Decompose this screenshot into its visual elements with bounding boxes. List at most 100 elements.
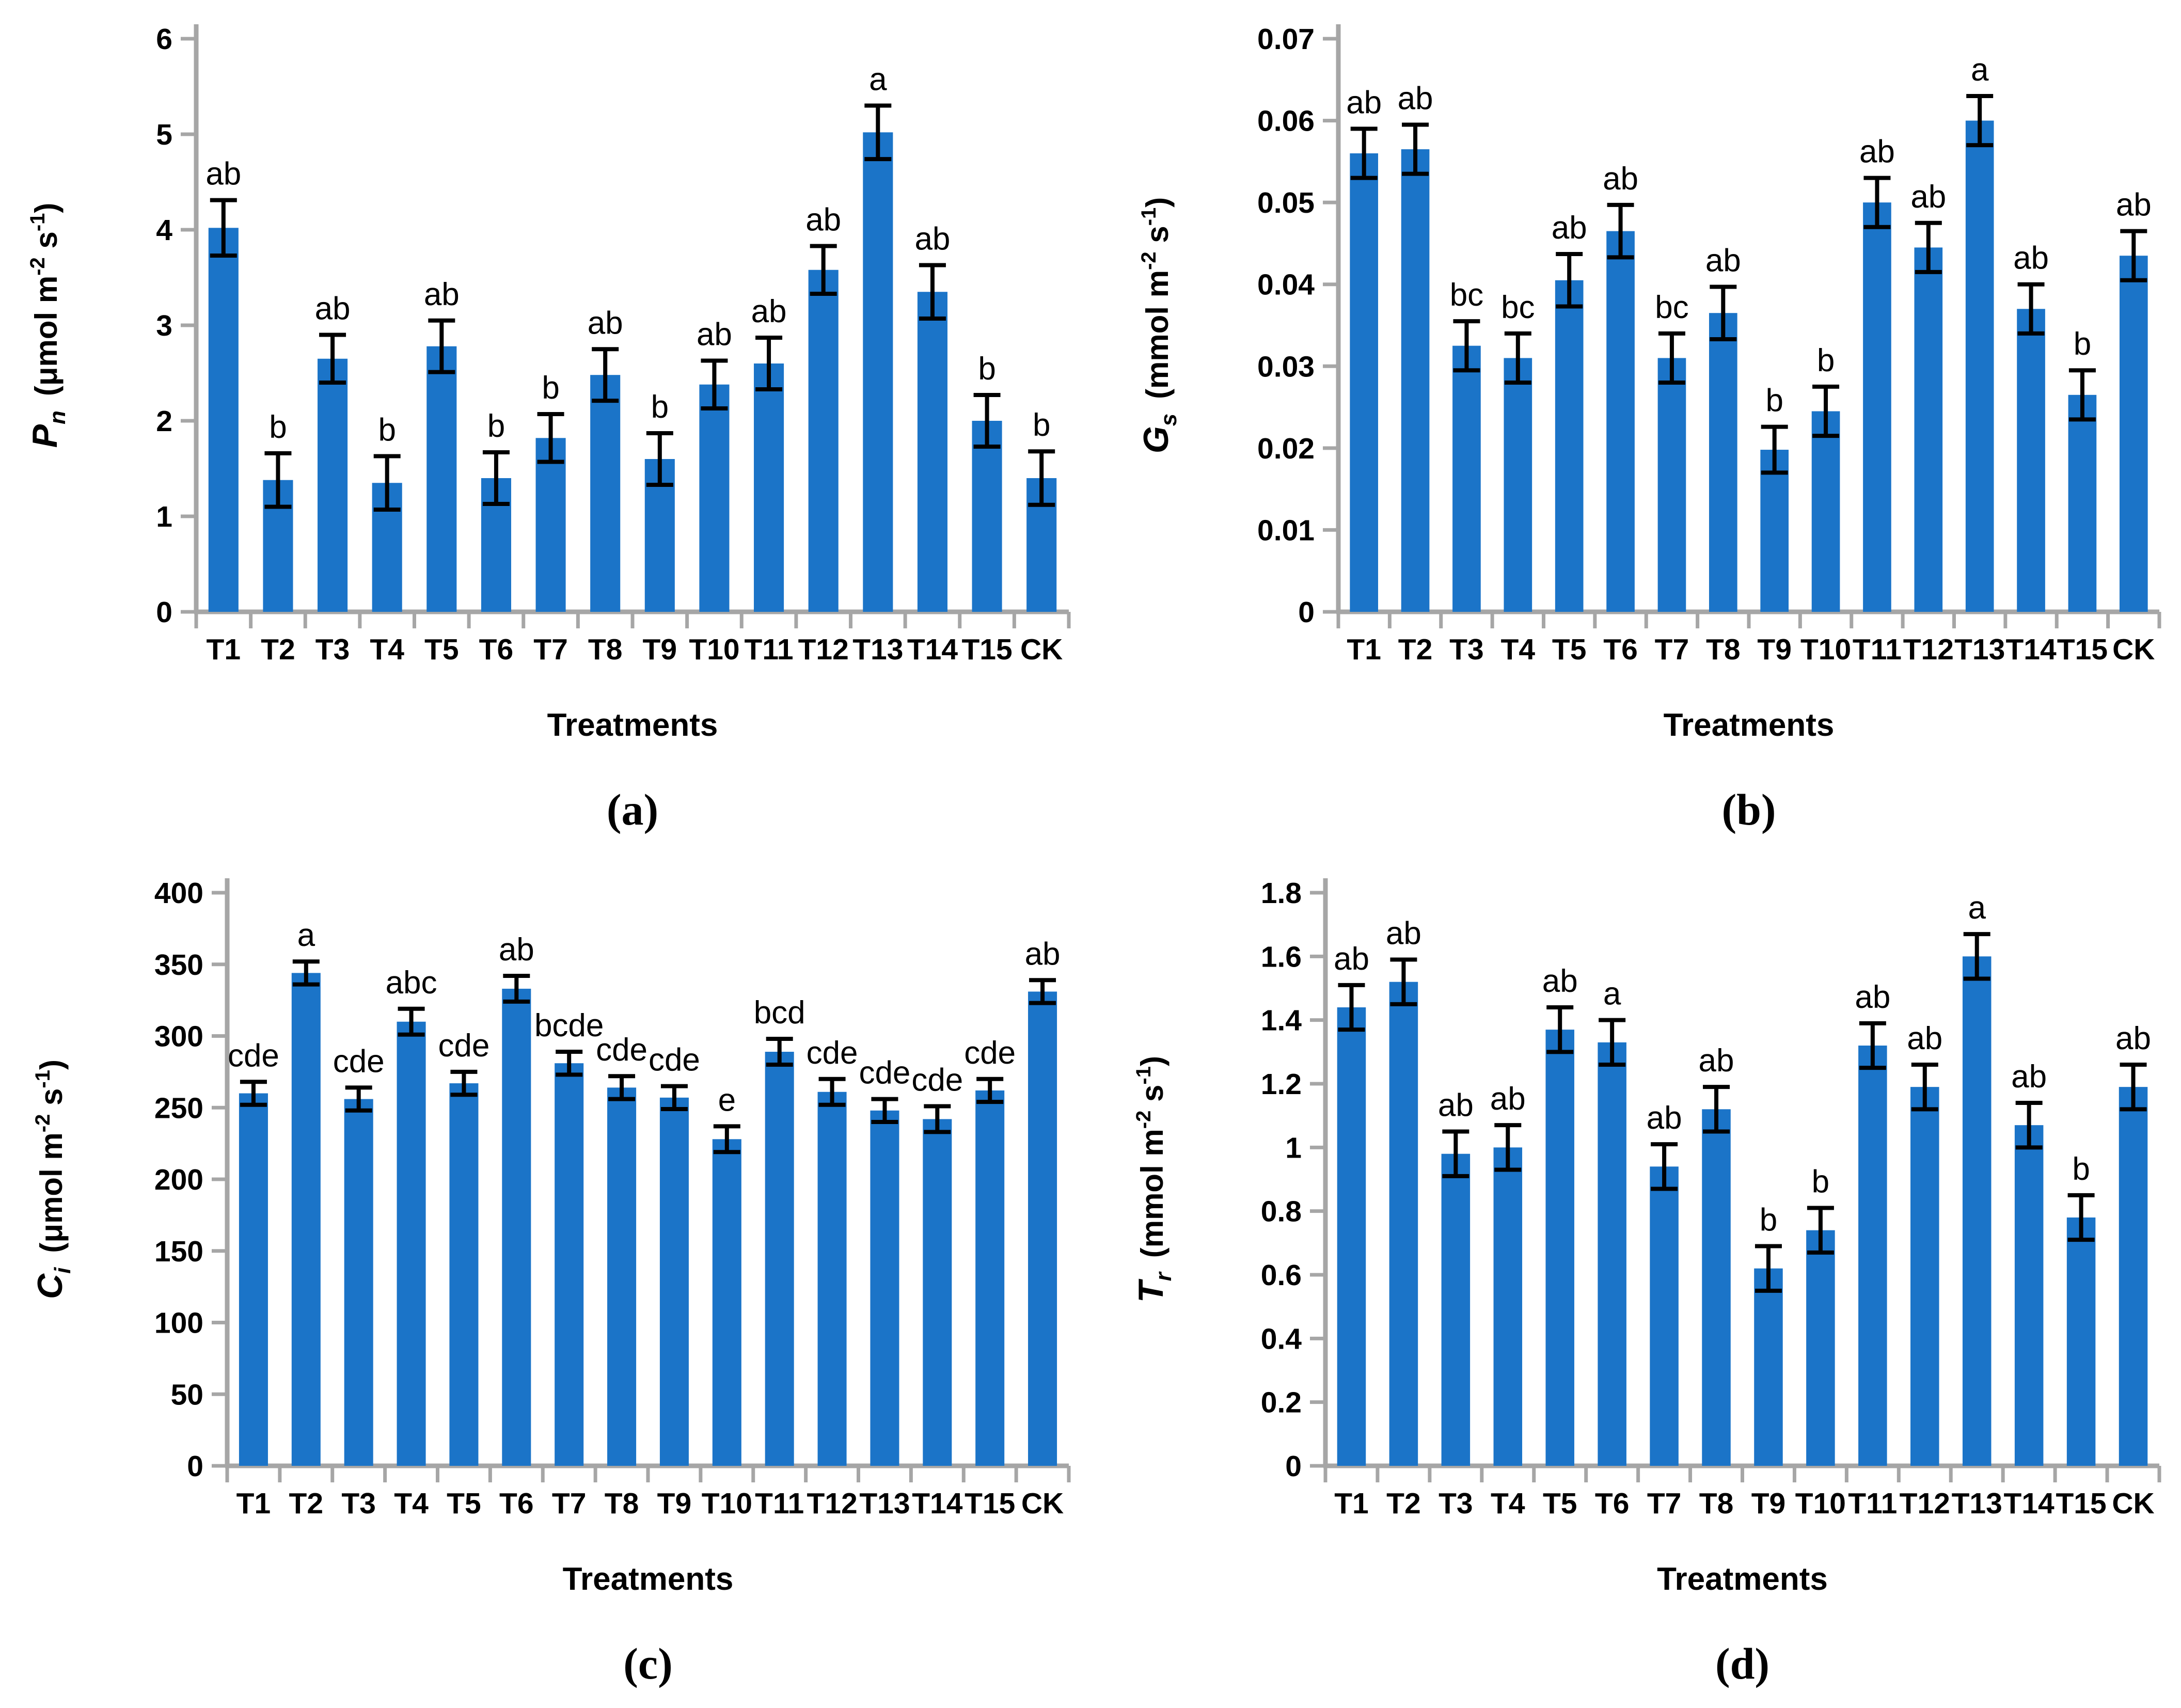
sig-label: b [1760,1203,1777,1238]
sig-label: ab [1386,916,1421,952]
sig-label: e [718,1082,736,1118]
y-axis-title: Pn(μmol m-2 s-1) [25,203,70,448]
panel-d: 0 0.2 0.4 0.6 0.8 1 1.2 1.4 1.6 1.8 ab T1 ab T2 ab T3 ab… [1090,854,2181,1708]
x-tick-label: T9 [1751,1487,1786,1520]
bar-T13 [1965,120,1994,612]
sig-label: bcd [754,995,805,1031]
bar-T11 [1863,202,1891,612]
x-tick-label: T2 [261,633,295,666]
x-tick-label: T5 [1543,1487,1577,1520]
x-tick-label: T1 [236,1487,271,1520]
bar-T10 [1806,1230,1835,1466]
sig-label: ab [914,221,950,257]
panel-caption: (c) [623,1639,672,1688]
x-tick-label: T15 [961,633,1012,666]
bar-T15 [2066,1217,2096,1466]
x-tick-label: T2 [1398,633,1433,666]
sig-label: b [651,389,669,425]
panel-caption: (b) [1721,785,1776,834]
sig-label: abc [386,965,437,1001]
sig-label: ab [1334,941,1369,977]
sig-label: ab [1647,1100,1682,1136]
y-tick-label: 3 [156,309,172,342]
x-tick-label: T12 [807,1487,857,1520]
sig-label: cde [649,1042,700,1078]
bar-T13 [1962,956,1992,1466]
sig-label: ab [1855,979,1890,1015]
y-tick-label: 100 [154,1307,203,1340]
y-tick-label: 6 [156,23,172,56]
x-tick-label: T4 [370,633,404,666]
x-tick-label: T1 [207,633,241,666]
y-tick-label: 0.01 [1257,514,1315,547]
y-tick-label: 1.4 [1261,1004,1302,1037]
bar-T4 [397,1021,426,1466]
y-tick-label: 0.06 [1257,105,1315,138]
sig-label: ab [2011,1059,2047,1095]
bar-T14 [917,292,947,612]
x-axis-title: Treatments [1657,1561,1828,1597]
x-tick-label: T10 [702,1487,752,1520]
bar-T7 [535,438,566,612]
bar-T6 [502,988,531,1466]
x-tick-label: T15 [2056,1487,2106,1520]
y-axis-title: Gs(mmol m-2 s-1) [1136,197,1181,454]
x-tick-label: T11 [745,633,794,666]
bar-T8 [590,375,621,612]
sig-label: b [1765,383,1783,419]
x-tick-label: T2 [289,1487,324,1520]
y-tick-label: 150 [154,1235,203,1268]
sig-label: ab [1398,81,1433,117]
panel-caption: (d) [1715,1639,1769,1688]
x-tick-label: T7 [552,1487,587,1520]
panel-a-chart-canvas: 0123456abT1bT2abT3bT4abT5bT6bT7abT8bT9ab… [25,23,1071,834]
y-tick-label: 0 [187,1450,203,1483]
x-tick-label: T7 [533,633,568,666]
y-tick-label: 0.03 [1257,350,1315,383]
x-tick-label: T13 [1952,1487,2002,1520]
bar-T8 [1702,1109,1731,1466]
x-tick-label: T15 [2057,633,2108,666]
sig-label: b [1033,407,1050,443]
x-tick-label: T6 [1595,1487,1630,1520]
x-tick-label: T10 [1800,633,1851,666]
sig-label: ab [499,932,534,968]
bar-T7 [1657,358,1686,612]
x-tick-label: T11 [1848,1487,1897,1520]
sig-label: ab [424,277,460,312]
bar-T12 [1910,1087,1939,1466]
x-tick-label: T7 [1647,1487,1682,1520]
x-tick-label: T4 [394,1487,429,1520]
y-tick-label: 0.05 [1257,186,1315,219]
sig-label: ab [697,317,732,352]
x-tick-label: T8 [588,633,623,666]
bar-T2 [291,973,321,1466]
bar-T7 [1650,1166,1679,1466]
y-tick-label: 0 [1298,596,1315,629]
x-tick-label: T12 [798,633,849,666]
bar-T14 [2017,309,2045,612]
x-tick-label: T8 [1699,1487,1734,1520]
x-tick-label: T2 [1386,1487,1421,1520]
y-tick-label: 400 [154,877,203,910]
bar-CK [2119,256,2148,612]
panel-c-chart-canvas: 050100150200250300350400cdeT1aT2cdeT3abc… [30,877,1071,1688]
y-tick-label: 0.02 [1257,432,1315,465]
y-tick-label: 2 [156,405,172,438]
bar-T8 [607,1087,637,1466]
x-tick-label: T4 [1491,1487,1525,1520]
y-tick-label: 0 [1285,1450,1302,1483]
bar-T15 [975,1090,1005,1466]
sig-label: cde [859,1055,910,1091]
sig-label: b [2074,326,2091,362]
x-tick-label: T1 [1347,633,1381,666]
panel-c: 0 50 100 150 200 250 300 350 400 cde T1 a T2 cde T3 abc… [0,854,1090,1708]
sig-label: b [1817,343,1835,378]
x-tick-label: T11 [1853,633,1902,666]
x-tick-label: T3 [315,633,350,666]
x-tick-label: T10 [689,633,739,666]
y-tick-label: 0.4 [1261,1322,1302,1355]
y-tick-label: 5 [156,118,172,151]
x-tick-label: T13 [852,633,903,666]
